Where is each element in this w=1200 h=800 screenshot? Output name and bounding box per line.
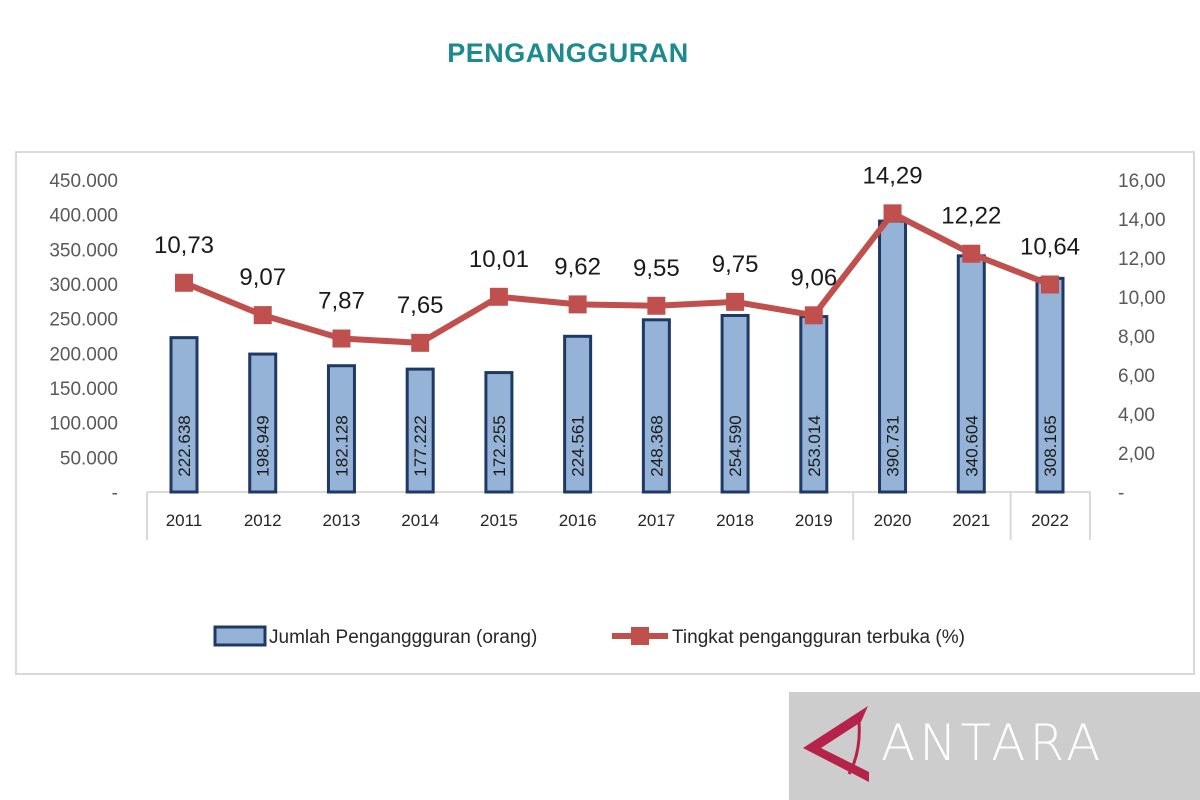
- line-marker: [962, 244, 981, 263]
- line-data-label: 9,75: [712, 251, 759, 278]
- line-marker: [647, 296, 666, 315]
- x-axis-tick-label: 2021: [952, 511, 990, 530]
- right-axis-tick-label: 4,00: [1118, 405, 1155, 426]
- left-axis-tick-label: 350.000: [49, 240, 118, 261]
- x-axis-tick-label: 2018: [716, 511, 754, 530]
- right-axis-tick-label: 2,00: [1118, 444, 1155, 465]
- line-series: [182, 210, 1052, 346]
- left-axis-tick-label: 200.000: [49, 344, 118, 365]
- bar-data-label: 340.604: [962, 415, 981, 476]
- left-axis-tick-label: 250.000: [49, 310, 118, 331]
- line-data-label: 10,73: [154, 232, 214, 259]
- left-axis-tick-label: 50.000: [60, 448, 118, 469]
- bar-data-label: 224.561: [569, 415, 588, 476]
- line-data-label: 12,22: [941, 203, 1001, 230]
- x-axis-tick-label: 2014: [401, 511, 439, 530]
- x-axis-tick-label: 2016: [559, 511, 597, 530]
- line-data-label: 10,01: [469, 246, 529, 273]
- line-data-label: 10,64: [1020, 234, 1080, 261]
- left-axis-tick-label: 300.000: [49, 275, 118, 296]
- line-data-label: 14,29: [863, 162, 923, 189]
- x-axis-tick-label: 2012: [244, 511, 282, 530]
- antara-logo-text: ANTARA: [881, 714, 1105, 772]
- left-axis-tick-label: 150.000: [49, 379, 118, 400]
- bar-data-label: 254.590: [726, 415, 745, 476]
- line-data-label: 9,55: [633, 255, 680, 282]
- bar-data-label: 172.255: [490, 415, 509, 476]
- line-marker: [411, 333, 430, 352]
- right-axis-tick-label: 12,00: [1118, 249, 1166, 270]
- right-axis-tick-label: 16,00: [1118, 171, 1166, 192]
- bar-data-label: 198.949: [254, 415, 273, 476]
- line-data-label: 9,62: [554, 253, 601, 280]
- x-axis-tick-label: 2011: [166, 511, 203, 530]
- legend-line-marker: [631, 627, 649, 645]
- line-marker: [883, 204, 902, 223]
- line-data-label: 9,06: [790, 264, 837, 291]
- left-axis-tick-label: 400.000: [49, 206, 118, 227]
- line-marker: [332, 329, 351, 348]
- right-axis-tick-label: 14,00: [1118, 210, 1166, 231]
- line-marker: [489, 287, 508, 306]
- legend-bar-label: Jumlah Penganggguran (orang): [269, 627, 537, 648]
- x-axis-tick-label: 2022: [1031, 511, 1069, 530]
- bar-data-label: 308.165: [1041, 415, 1060, 476]
- x-axis-tick-label: 2017: [637, 511, 675, 530]
- bar-data-label: 248.368: [647, 415, 666, 476]
- bar-data-label: 177.222: [411, 415, 430, 476]
- antara-logo: ANTARA: [789, 692, 1200, 800]
- bar: [248, 352, 278, 494]
- bar: [799, 315, 829, 494]
- x-axis-tick-label: 2015: [480, 511, 518, 530]
- right-axis-tick-label: 6,00: [1118, 366, 1155, 387]
- line-data-label: 9,07: [239, 264, 286, 291]
- right-axis-tick-label: 10,00: [1118, 288, 1166, 309]
- bar: [563, 334, 593, 494]
- legend-line-label: Tingkat pengangguran terbuka (%): [672, 627, 965, 648]
- bar: [484, 371, 514, 494]
- left-axis-tick-label: 100.000: [49, 414, 118, 435]
- bar: [720, 313, 750, 494]
- line-marker: [726, 292, 745, 311]
- bar-data-label: 182.128: [332, 415, 351, 476]
- right-axis-tick-label: 8,00: [1118, 327, 1155, 348]
- legend-bar-swatch: [213, 625, 267, 647]
- bar: [405, 367, 435, 494]
- right-axis-tick-label: -: [1118, 483, 1124, 504]
- x-axis-tick-label: 2020: [874, 511, 912, 530]
- line-marker: [253, 306, 272, 325]
- line-data-label: 7,65: [397, 292, 444, 319]
- line-marker: [1041, 275, 1059, 294]
- chart-frame: [15, 151, 1195, 675]
- line-data-label: 7,87: [318, 288, 365, 315]
- bar: [641, 318, 671, 494]
- bar: [169, 336, 199, 494]
- line-marker: [568, 295, 587, 314]
- bar-data-label: 390.731: [884, 415, 903, 476]
- bar-data-label: 222.638: [175, 415, 194, 476]
- x-axis-tick-label: 2019: [795, 511, 833, 530]
- antara-logo-mark-icon: [803, 706, 869, 782]
- left-axis-tick-label: 450.000: [49, 171, 118, 192]
- x-axis-tick-label: 2013: [323, 511, 361, 530]
- bar: [326, 364, 356, 494]
- line-marker: [804, 306, 823, 325]
- line-marker: [175, 273, 193, 292]
- bar-data-label: 253.014: [805, 415, 824, 476]
- left-axis-tick-label: -: [112, 483, 118, 504]
- bar: [1035, 276, 1065, 494]
- chart-title: PENGANGGURAN: [447, 38, 689, 68]
